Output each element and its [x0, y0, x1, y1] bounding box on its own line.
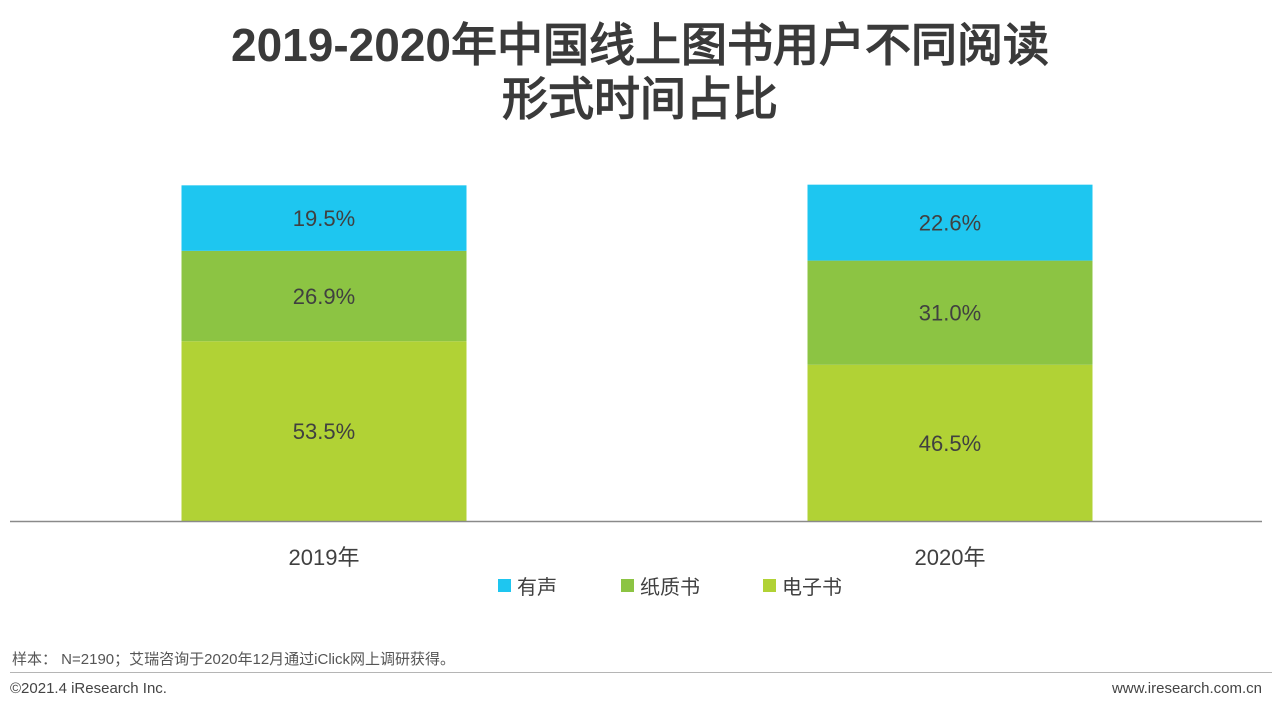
- data-label-audio-1: 19.5%: [293, 206, 355, 231]
- website-link[interactable]: www.iresearch.com.cn: [1111, 680, 1262, 697]
- legend-item-ebook: 电子书: [763, 571, 842, 600]
- sample-note: 样本： N=2190；艾瑞咨询于2020年12月通过iClick网上调研获得。: [12, 651, 456, 668]
- copyright: ©2021.4 iResearch Inc.: [10, 680, 167, 697]
- legend-label-paper-book: 纸质书: [640, 577, 700, 599]
- x-tick-label-1: 2019年: [289, 545, 360, 570]
- bar-segment-audio-1: [181, 185, 467, 251]
- data-label-ebook-1: 53.5%: [293, 419, 355, 444]
- legend-item-audio: 有声: [498, 571, 557, 600]
- legend-swatch-paper-book: [621, 579, 634, 592]
- legend-swatch-audio: [498, 579, 511, 592]
- legend-label-audio: 有声: [517, 577, 557, 599]
- footer-divider: [10, 672, 1272, 673]
- legend: 有声 纸质书 电子书: [0, 571, 1280, 600]
- bar-segment-paper-book-1: [181, 250, 467, 342]
- data-label-paper-book-1: 26.9%: [293, 284, 355, 309]
- chart-title: 2019-2020年中国线上图书用户不同阅读 形式时间占比: [0, 18, 1280, 126]
- bar-segment-ebook-2: [807, 364, 1093, 521]
- data-label-ebook-2: 46.5%: [919, 431, 981, 456]
- data-label-paper-book-2: 31.0%: [919, 301, 981, 326]
- chart-title-line1: 2019-2020年中国线上图书用户不同阅读: [231, 19, 1049, 71]
- bar-segment-ebook-1: [181, 341, 467, 521]
- legend-item-paper-book: 纸质书: [621, 571, 700, 600]
- legend-swatch-ebook: [763, 579, 776, 592]
- chart-title-line2: 形式时间占比: [502, 73, 778, 125]
- data-label-audio-2: 22.6%: [919, 211, 981, 236]
- bar-segment-audio-2: [807, 184, 1093, 261]
- stacked-bar-chart: 53.5% 26.9% 19.5% 2019年 46.5% 31.0% 22.6% 2020年: [10, 184, 1262, 570]
- legend-label-ebook: 电子书: [782, 577, 842, 599]
- x-tick-label-2: 2020年: [915, 545, 986, 570]
- bar-segment-paper-book-2: [807, 260, 1093, 365]
